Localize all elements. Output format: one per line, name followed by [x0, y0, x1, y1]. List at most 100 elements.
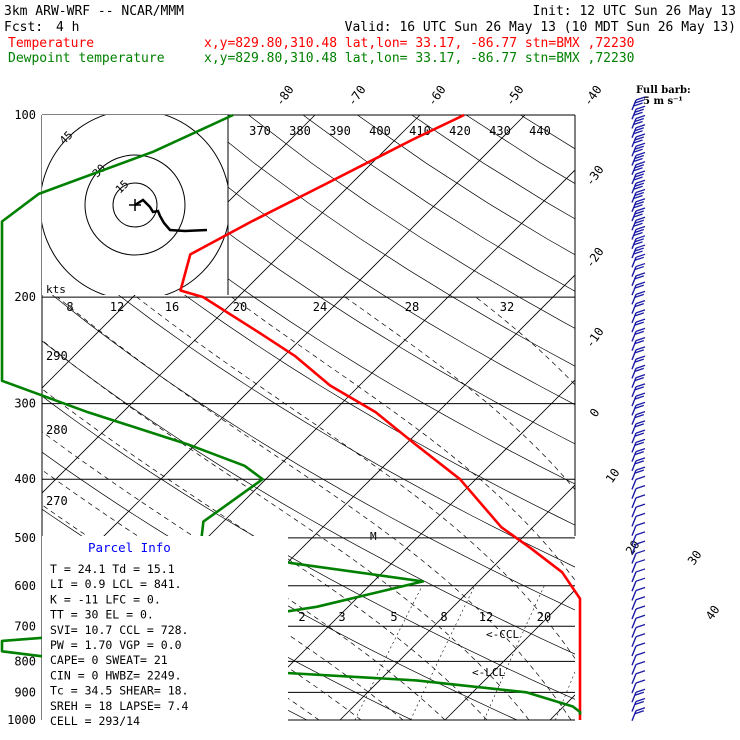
parcel-info-row: CAPE= 0 SWEAT= 21 — [50, 653, 168, 667]
dry-adiabat-line — [629, 115, 740, 720]
moist-adiabat-line — [231, 296, 575, 581]
isotherm-tick-label: -10 — [583, 325, 607, 351]
hodograph-ring — [112, 182, 158, 228]
fcst-value: 4 h — [56, 20, 79, 35]
isotherm-line — [42, 115, 421, 494]
hodo-speed-tick-label: 20 — [233, 300, 247, 314]
wind-barb-icon — [631, 457, 646, 472]
wind-barb-icon — [631, 475, 646, 490]
mixing-ratio-tick-label: 5 — [390, 610, 397, 624]
wind-barb-icon — [631, 429, 646, 444]
isotherm-line — [339, 484, 575, 720]
wind-barb-icon — [631, 540, 646, 555]
mixing-ratio-line — [620, 586, 672, 720]
dry-adiabat-line — [684, 115, 740, 720]
wind-barb-icon — [631, 299, 646, 314]
parcel-info-row: TT = 30 EL = 0. — [50, 608, 154, 622]
wind-barb-icon — [631, 522, 646, 536]
wind-barb-icon — [631, 494, 646, 509]
wind-barb-icon — [631, 114, 646, 129]
moist-adiabat-line — [475, 296, 575, 386]
wind-barb-icon — [631, 559, 646, 573]
ccl-marker: <-CCL — [486, 628, 519, 641]
wind-barb-icon — [631, 660, 646, 675]
theta-tick-label: 400 — [369, 124, 391, 138]
hodograph-units: kts — [46, 283, 66, 296]
moist-adiabat-line — [610, 297, 740, 720]
theta-tick-label: 370 — [249, 124, 271, 138]
theta-e-tick-label: 290 — [46, 349, 68, 363]
wind-barb-icon — [631, 651, 646, 666]
dewpoint-location: x,y=829.80,310.48 lat,lon= 33.17, -86.77… — [204, 51, 634, 66]
barb-legend-line2: 5 m s⁻¹ — [643, 96, 683, 107]
mixing-ratio-line — [483, 585, 545, 720]
wind-barb-icon — [631, 697, 646, 712]
wind-barb-icon — [631, 633, 646, 647]
dry-adiabat-line — [42, 124, 575, 485]
wind-barb-icon — [631, 503, 646, 518]
mixing-ratio-tick-label: 12 — [479, 610, 493, 624]
hodo-speed-tick-label: 12 — [110, 300, 124, 314]
wind-barb-icon — [631, 586, 646, 601]
hodo-speed-tick-label: 32 — [500, 300, 514, 314]
parcel-info-row: SVI= 10.7 CCL = 728. — [50, 623, 188, 637]
isotherm-tick-label: -70 — [345, 83, 369, 109]
isotherm-line — [655, 115, 740, 720]
hodograph-trace — [134, 198, 208, 233]
mixing-ratio-tick-label: 3 — [338, 610, 345, 624]
parcel-info-row: Tc = 34.5 SHEAR= 18. — [50, 684, 188, 698]
wind-barb-icon — [631, 568, 646, 583]
parcel-info-panel: Parcel Info T = 24.1 Td = 15.1LI = 0.9 L… — [42, 536, 288, 728]
dry-adiabat-line — [85, 115, 575, 445]
pressure-tick-label: 400 — [14, 472, 36, 486]
fcst-label: Fcst: — [4, 20, 43, 35]
init-time: Init: 12 UTC Sun 26 May 13 — [533, 4, 737, 19]
wind-barb-icon — [631, 216, 646, 231]
theta-tick-label: 420 — [449, 124, 471, 138]
pressure-tick-label: 300 — [14, 397, 36, 411]
moist-adiabat-line — [42, 339, 530, 720]
temperature-label: Temperature — [8, 36, 94, 51]
wind-barb-icon — [631, 373, 646, 388]
moist-adiabat-line — [727, 297, 740, 720]
isotherm-tick-label: 0 — [587, 406, 603, 420]
isotherm-tick-label: -80 — [273, 83, 297, 109]
hodograph-rings — [42, 115, 228, 295]
isotherm-tick-label: -30 — [583, 163, 607, 189]
mixing-ratio-line — [410, 585, 476, 720]
wind-barb-icon — [631, 96, 646, 111]
pressure-tick-label: 200 — [14, 290, 36, 304]
valid-time: Valid: 16 UTC Sun 26 May 13 (10 MDT Sun … — [345, 20, 736, 35]
parcel-info-row: SREH = 18 LAPSE= 7.4 — [50, 699, 189, 713]
dry-adiabat-line — [193, 115, 575, 367]
wind-barb-icon — [631, 512, 646, 527]
wind-barb-icon — [631, 466, 646, 481]
pressure-tick-label: 700 — [14, 619, 36, 633]
wind-barb-icon — [631, 253, 646, 268]
mixing-ratio-tick-label: 20 — [537, 610, 551, 624]
wind-barb-icon — [631, 336, 646, 351]
wind-barb-icon — [631, 244, 646, 259]
mixing-ratio-line — [354, 585, 423, 720]
wind-barb-icon — [631, 105, 646, 120]
wind-barb-icon — [631, 262, 646, 277]
wind-barb-icon — [631, 225, 646, 240]
wind-barb-icon — [631, 327, 646, 342]
panel-title: Parcel Info — [88, 540, 171, 555]
theta-tick-label: 430 — [489, 124, 511, 138]
isotherm-tick-label: 20 — [623, 538, 643, 558]
wind-barb-column — [631, 96, 646, 722]
wind-barb-icon — [631, 448, 646, 462]
dewpoint-label: Dewpoint temperature — [8, 51, 165, 66]
wind-barb-icon — [631, 364, 646, 379]
wind-barb-icon — [631, 614, 646, 629]
moist-adiabat-line — [344, 296, 575, 491]
isotherm-line — [234, 379, 575, 720]
wind-barb-icon — [631, 623, 646, 638]
wind-barb-icon — [631, 531, 646, 546]
wind-barb-icon — [631, 151, 646, 166]
hodo-speed-tick-label: 16 — [165, 300, 179, 314]
